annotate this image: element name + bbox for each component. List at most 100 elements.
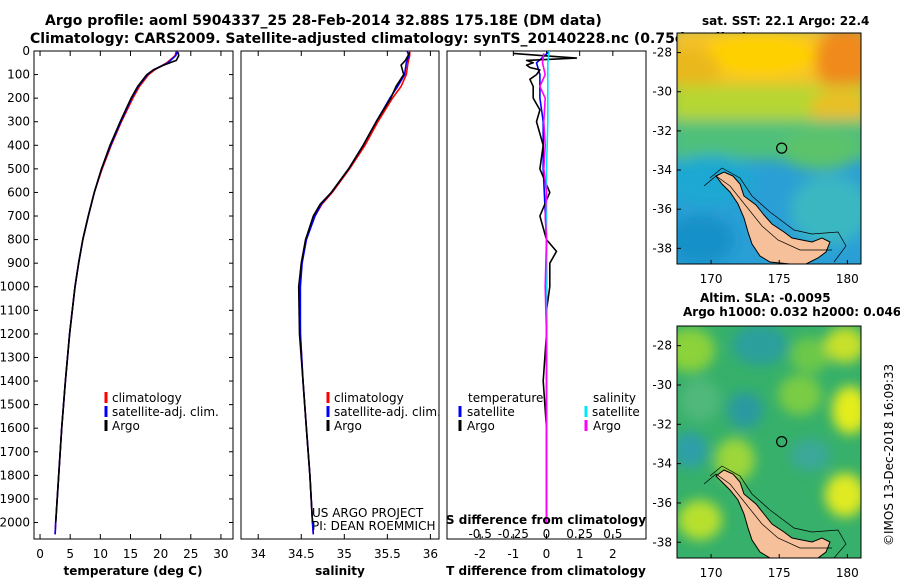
x-tick-label: 10 — [93, 547, 108, 561]
lon-tick-label: 180 — [836, 566, 859, 580]
depth-tick-label: 1800 — [0, 468, 30, 482]
difference-axis-label: T difference from climatology — [446, 564, 646, 578]
x-tick-label: 35 — [337, 547, 352, 561]
legend-label-t-satellite: satellite — [467, 405, 515, 419]
depth-tick-label: 1000 — [0, 280, 30, 294]
sst-map-axes: 170 175 180 -28 -30 -32 -34 -36 -38 — [652, 46, 858, 286]
depth-tick-label: 100 — [7, 68, 30, 82]
salinity-panel: 34 34.5 35 35.5 36 salinity climatology sate… — [240, 50, 441, 578]
x-tick-label: 2 — [609, 547, 617, 561]
depth-tick-label: 1500 — [0, 398, 30, 412]
temperature-x-axis: 0 5 10 15 20 25 30 — [36, 51, 229, 561]
new-zealand-landmass — [715, 469, 831, 558]
depth-tick-label: 2000 — [0, 515, 30, 529]
top-tick-label: 0.25 — [566, 527, 593, 541]
difference-lines — [513, 51, 578, 523]
sla-map-title-line-1: Altim. SLA: -0.0095 — [700, 291, 831, 305]
lon-tick-label: 170 — [700, 566, 723, 580]
sst-map-title: sat. SST: 22.1 Argo: 22.4 — [702, 14, 869, 28]
profile-location-marker — [776, 142, 788, 154]
x-tick-label: 35.5 — [374, 547, 401, 561]
top-tick-label: -0.25 — [498, 527, 529, 541]
x-tick-label: -2 — [474, 547, 486, 561]
legend-label-climatology: climatology — [334, 391, 404, 405]
project-credit-line-1: US ARGO PROJECT — [312, 506, 424, 520]
x-tick-label: -1 — [507, 547, 519, 561]
difference-top-axis-label: S difference from climatology — [446, 513, 646, 527]
top-tick-label: -0.5 — [468, 527, 491, 541]
legend-title-temperature: temperature — [468, 391, 543, 405]
difference-top-axis: -0.5 -0.25 0 0.25 0.5 — [468, 527, 622, 541]
legend-label-argo: Argo — [334, 419, 362, 433]
lon-tick-label: 170 — [700, 272, 723, 286]
x-tick-label: 15 — [123, 547, 138, 561]
sst-map-image — [677, 33, 861, 264]
lat-tick-label: -34 — [652, 457, 672, 471]
depth-tick-label: 1400 — [0, 374, 30, 388]
depth-tick-label: 800 — [7, 233, 30, 247]
difference-legend-salinity: salinity satellite Argo — [584, 391, 640, 433]
depth-tick-label: 500 — [7, 162, 30, 176]
sla-map-title-line-2: Argo h1000: 0.032 h2000: 0.046 — [683, 305, 900, 319]
lon-tick-label: 180 — [836, 272, 859, 286]
x-tick-label: 5 — [66, 547, 74, 561]
x-tick-label: 20 — [153, 547, 168, 561]
legend-title-salinity: salinity — [593, 391, 636, 405]
temperature-plot-frame — [33, 50, 234, 540]
depth-tick-label: 1700 — [0, 445, 30, 459]
temperature-panel: 0100200300400500600700800900100011001200… — [0, 44, 646, 578]
x-tick-label: 0 — [543, 547, 551, 561]
legend-label-argo: Argo — [112, 419, 140, 433]
temperature-lines — [54, 51, 180, 535]
title-line-2: Climatology: CARS2009. Satellite-adjuste… — [30, 31, 748, 47]
sla-map-frame — [676, 325, 862, 559]
sst-map-frame — [676, 32, 862, 265]
depth-tick-label: 300 — [7, 115, 30, 129]
title-line-1: Argo profile: aoml 5904337_25 28-Feb-201… — [45, 13, 602, 29]
depth-tick-label: 1300 — [0, 350, 30, 364]
x-tick-label: 25 — [183, 547, 198, 561]
lat-tick-label: -30 — [652, 378, 672, 392]
lat-tick-label: -38 — [652, 241, 672, 255]
depth-tick-label: 0 — [22, 44, 30, 58]
profile-location-marker — [776, 436, 788, 448]
depth-tick-label: 1200 — [0, 327, 30, 341]
depth-tick-label: 200 — [7, 91, 30, 105]
salinity-x-axis: 34 34.5 35 35.5 36 — [251, 51, 438, 561]
depth-tick-label: 900 — [7, 256, 30, 270]
sla-map-panel: Altim. SLA: -0.0095 Argo h1000: 0.032 h2… — [652, 291, 900, 580]
difference-legend-temperature: temperature satellite Argo — [458, 391, 543, 433]
legend-label-satellite: satellite-adj. clim. — [334, 405, 441, 419]
sla-map-image — [677, 326, 861, 558]
lat-tick-label: -32 — [652, 124, 672, 138]
x-tick-label: 34 — [251, 547, 266, 561]
lat-tick-label: -38 — [652, 535, 672, 549]
lat-tick-label: -28 — [652, 46, 672, 60]
x-tick-label: 30 — [213, 547, 228, 561]
x-tick-label: 0 — [36, 547, 44, 561]
lat-tick-label: -34 — [652, 163, 672, 177]
project-credit-line-2: PI: DEAN ROEMMICH — [312, 519, 435, 533]
depth-tick-label: 600 — [7, 185, 30, 199]
temperature-legend: climatology satellite-adj. clim. Argo — [104, 391, 219, 433]
salinity-axis-label: salinity — [315, 564, 365, 578]
lat-tick-label: -28 — [652, 339, 672, 353]
temperature-axis-label: temperature (deg C) — [64, 564, 203, 578]
difference-panel: -2 -1 0 1 2 T difference from climatology S … — [446, 50, 647, 578]
x-tick-label: 34.5 — [288, 547, 315, 561]
top-tick-label: 0.5 — [603, 527, 622, 541]
legend-label-s-satellite: satellite — [592, 405, 640, 419]
series-line-argo — [297, 51, 411, 523]
difference-x-axis: -2 -1 0 1 2 — [474, 51, 617, 561]
salinity-plot-frame — [240, 50, 440, 540]
legend-label-climatology: climatology — [112, 391, 182, 405]
lat-tick-label: -36 — [652, 202, 672, 216]
depth-tick-label: 1900 — [0, 492, 30, 506]
lon-tick-label: 175 — [768, 566, 791, 580]
series-line-s-argo — [539, 53, 548, 523]
legend-label-satellite: satellite-adj. clim. — [112, 405, 219, 419]
top-tick-label: 0 — [543, 527, 551, 541]
lat-tick-label: -32 — [652, 417, 672, 431]
imos-stamp: ©IMOS 13-Dec-2018 16:09:33 — [882, 364, 896, 546]
